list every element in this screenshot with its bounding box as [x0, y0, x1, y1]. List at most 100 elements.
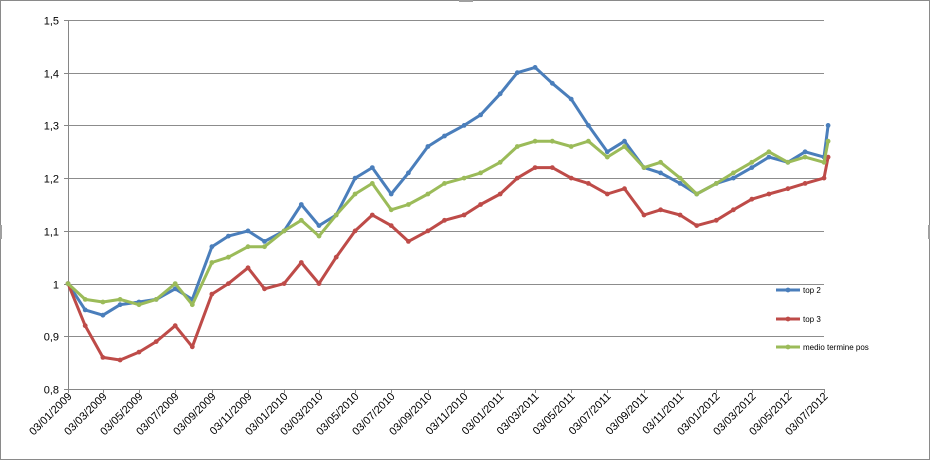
- data-point: [766, 154, 772, 160]
- data-point: [825, 123, 831, 128]
- data-point: [333, 212, 339, 218]
- data-point: [245, 244, 251, 250]
- data-point: [568, 144, 574, 149]
- y-tick-label: 0,8: [44, 385, 59, 397]
- data-point: [549, 165, 555, 171]
- y-tick-label: 1,1: [44, 227, 59, 239]
- data-point: [532, 138, 538, 144]
- legend-entry[interactable]: top 2: [776, 286, 821, 295]
- data-point: [298, 260, 304, 265]
- data-point: [785, 159, 791, 165]
- data-point: [189, 302, 195, 308]
- data-point: [388, 223, 394, 229]
- legend-entry[interactable]: top 3: [776, 315, 821, 324]
- x-axis: 03/01/200903/03/200903/05/200903/07/2009…: [27, 389, 831, 438]
- data-point: [604, 149, 610, 155]
- data-point: [352, 228, 358, 234]
- series-1: [65, 154, 831, 363]
- data-point: [478, 112, 483, 118]
- data-point: [604, 154, 610, 160]
- legend-marker: [785, 287, 791, 293]
- legend-label: medio termine pos: [803, 343, 869, 352]
- legend-marker: [785, 344, 791, 350]
- data-point: [821, 159, 827, 165]
- data-point: [425, 228, 431, 234]
- data-point: [802, 181, 808, 186]
- data-point: [352, 175, 358, 181]
- data-point: [641, 165, 647, 171]
- data-point: [388, 191, 394, 197]
- data-point: [568, 96, 574, 102]
- resize-handle-left[interactable]: [0, 225, 2, 239]
- data-point: [298, 217, 304, 223]
- data-point: [461, 212, 467, 218]
- series-layer: [65, 65, 831, 363]
- data-point: [497, 191, 503, 197]
- data-point: [262, 286, 267, 292]
- data-point: [226, 281, 231, 286]
- legend-label: top 2: [803, 286, 821, 295]
- data-point: [82, 323, 88, 329]
- data-point: [65, 281, 71, 286]
- data-point: [316, 223, 322, 229]
- data-point: [568, 175, 574, 181]
- data-point: [461, 175, 467, 181]
- data-point: [352, 191, 358, 197]
- data-point: [731, 207, 736, 213]
- data-point: [821, 175, 827, 181]
- data-point: [641, 212, 647, 218]
- legend-marker: [785, 316, 791, 322]
- data-point: [514, 70, 520, 76]
- data-point: [189, 344, 195, 350]
- data-point: [478, 202, 483, 207]
- data-point: [172, 286, 178, 292]
- data-point: [388, 207, 394, 213]
- y-tick-label: 0,9: [44, 332, 59, 344]
- data-point: [749, 196, 755, 202]
- legend[interactable]: top 2 top 3 medio termine pos: [776, 286, 869, 352]
- data-point: [549, 80, 555, 86]
- data-point: [713, 217, 719, 223]
- data-point: [766, 191, 772, 197]
- data-point: [713, 181, 719, 186]
- data-point: [245, 228, 251, 234]
- data-point: [369, 165, 375, 171]
- data-point: [100, 355, 106, 360]
- data-point: [478, 170, 483, 176]
- legend-entry[interactable]: medio termine pos: [776, 343, 869, 352]
- data-point: [658, 159, 663, 165]
- data-point: [677, 175, 683, 181]
- gridlines: [68, 20, 824, 390]
- data-point: [694, 223, 700, 229]
- series-0: [65, 65, 831, 318]
- data-point: [586, 138, 591, 144]
- data-point: [172, 281, 178, 286]
- resize-handle-top[interactable]: [459, 0, 473, 2]
- data-point: [262, 239, 267, 244]
- data-point: [209, 291, 215, 297]
- data-point: [658, 207, 663, 213]
- data-point: [532, 165, 538, 171]
- data-point: [245, 265, 251, 271]
- data-point: [622, 144, 627, 149]
- data-point: [298, 202, 304, 207]
- data-point: [82, 297, 88, 302]
- data-point: [586, 181, 591, 186]
- data-point: [802, 154, 808, 160]
- data-point: [825, 138, 831, 144]
- data-point: [82, 307, 88, 313]
- data-point: [369, 181, 375, 186]
- series-line: [66, 156, 830, 362]
- series-line: [66, 139, 830, 307]
- data-point: [532, 65, 538, 70]
- data-point: [117, 302, 123, 308]
- data-point: [604, 191, 610, 197]
- data-point: [514, 175, 520, 181]
- resize-handle-right[interactable]: [928, 225, 930, 239]
- data-point: [226, 233, 231, 239]
- y-tick-label: 1,2: [44, 174, 59, 186]
- legend-label: top 3: [803, 315, 821, 324]
- data-point: [316, 233, 322, 239]
